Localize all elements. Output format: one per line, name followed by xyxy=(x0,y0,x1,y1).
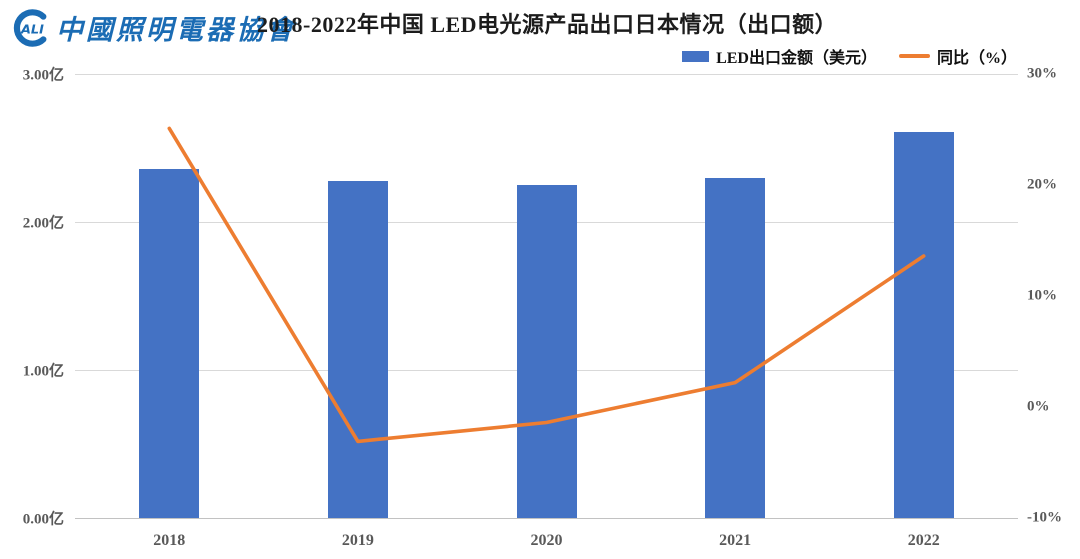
x-axis-label-2022: 2022 xyxy=(907,532,940,549)
right-y-axis: 30% 20% 10% 0% -10% xyxy=(1027,66,1079,526)
cali-logo-icon: ALI xyxy=(13,8,47,47)
left-axis-tick: 3.00亿 xyxy=(22,67,64,84)
gridline xyxy=(75,73,1018,75)
x-axis-label-2018: 2018 xyxy=(153,532,186,549)
x-axis: 2018 2019 2020 2021 2022 xyxy=(75,532,1018,554)
bar-2021 xyxy=(705,177,766,518)
left-axis-tick: 0.00亿 xyxy=(22,511,64,528)
bar-2019 xyxy=(327,180,388,518)
bar-series-swatch-icon xyxy=(682,50,710,62)
logo-org-name: 中國照明電器協會 xyxy=(56,15,296,46)
cali-logo: ALI 中國照明電器協會 xyxy=(12,8,296,47)
x-axis-label-2020: 2020 xyxy=(530,532,563,549)
logo-ali-text: ALI xyxy=(20,22,44,37)
chart-legend: LED出口金额（美元） 同比（%） xyxy=(682,44,1017,68)
bar-2020 xyxy=(516,185,577,518)
bar-2018 xyxy=(139,168,200,518)
right-axis-tick: -10% xyxy=(1027,509,1062,526)
left-y-axis: 3.00亿 2.00亿 1.00亿 0.00亿 xyxy=(0,68,64,528)
right-axis-tick: 10% xyxy=(1027,287,1057,304)
x-axis-label-2019: 2019 xyxy=(341,532,374,549)
right-axis-tick: 20% xyxy=(1027,176,1057,193)
legend-item-export-amount: LED出口金额（美元） xyxy=(682,44,877,68)
left-axis-tick: 2.00亿 xyxy=(22,215,64,232)
legend-label-yoy: 同比（%） xyxy=(936,50,1017,67)
legend-item-yoy: 同比（%） xyxy=(898,44,1017,68)
right-axis-tick: 30% xyxy=(1027,65,1057,82)
plot-area xyxy=(75,73,1018,519)
yoy-line-chart xyxy=(167,126,926,444)
bar-2022 xyxy=(893,131,954,518)
right-axis-tick: 0% xyxy=(1027,398,1050,415)
line-series-swatch-icon xyxy=(898,54,930,58)
legend-label-export-amount: LED出口金额（美元） xyxy=(716,50,877,67)
x-axis-baseline xyxy=(75,518,1018,519)
chart-title: 2018-2022年中国 LED电光源产品出口日本情况（出口额） xyxy=(257,12,838,37)
yoy-line-path xyxy=(167,126,926,444)
left-axis-tick: 1.00亿 xyxy=(22,363,64,380)
x-axis-label-2021: 2021 xyxy=(719,532,752,549)
